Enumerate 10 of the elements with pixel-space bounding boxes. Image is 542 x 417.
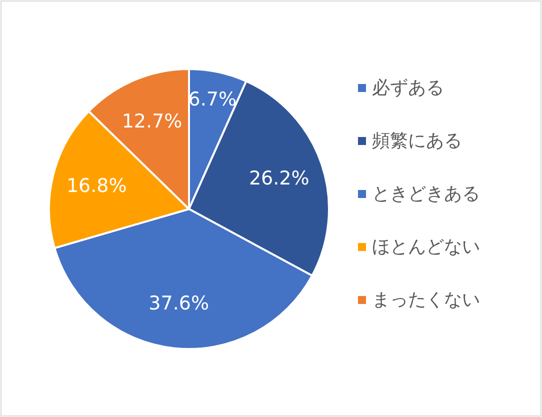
data-label: 12.7% bbox=[122, 110, 182, 132]
legend-label: まったくない bbox=[372, 290, 480, 310]
legend-label: 頻繁にある bbox=[372, 130, 462, 152]
legend-label: 必ずある bbox=[372, 78, 444, 98]
data-label: 16.8% bbox=[66, 174, 127, 197]
legend-label: ときどきある bbox=[372, 184, 480, 204]
data-label: 37.6% bbox=[148, 292, 210, 315]
data-label: 26.2% bbox=[248, 167, 310, 190]
legend-label: ほとんどない bbox=[372, 236, 480, 258]
data-label: 6.7% bbox=[188, 88, 237, 110]
